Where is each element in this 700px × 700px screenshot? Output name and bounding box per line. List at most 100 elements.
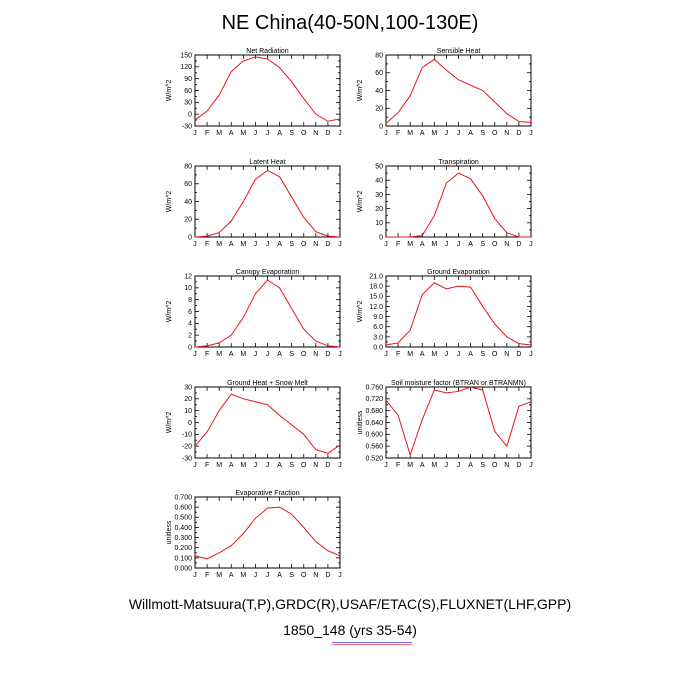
x-tick-label: S — [289, 572, 294, 579]
x-tick-label: M — [431, 462, 437, 469]
y-tick-label: 12.0 — [369, 304, 383, 311]
x-tick-label: M — [216, 130, 222, 137]
x-tick-label: M — [431, 130, 437, 137]
y-tick-label: 0 — [188, 420, 192, 427]
y-axis-label: W/m^2 — [166, 412, 173, 434]
x-tick-label: J — [445, 241, 449, 248]
x-tick-label: O — [492, 351, 498, 358]
series-line — [194, 169, 341, 238]
x-tick-label: J — [266, 241, 270, 248]
plot-frame — [385, 165, 532, 238]
footer-line-1: Willmott-Matsuura(T,P),GRDC(R),USAF/ETAC… — [128, 596, 572, 612]
x-tick-label: N — [504, 351, 509, 358]
plot-frame — [194, 496, 341, 569]
y-tick-label: 20 — [375, 106, 383, 113]
x-tick-label: S — [480, 351, 485, 358]
x-tick-label: J — [193, 572, 197, 579]
y-tick-label: 15.0 — [369, 294, 383, 301]
x-tick-label: M — [407, 130, 413, 137]
y-tick-label: 0.500 — [174, 515, 192, 522]
y-tick-label: 20 — [184, 396, 192, 403]
y-tick-label: 30 — [184, 384, 192, 391]
y-axis-label: W/m^2 — [166, 191, 173, 213]
panel-title: Canopy Evaporation — [236, 269, 300, 276]
x-tick-label: A — [277, 241, 282, 248]
x-tick-label: J — [254, 572, 258, 579]
y-tick-label: 10 — [184, 285, 192, 292]
chart-panel: Ground Heat + Snow Melt W/m^2 -30 -20 -10 0 10… — [166, 380, 342, 469]
y-axis-label: unitless — [166, 520, 173, 544]
x-tick-label: M — [240, 130, 246, 137]
y-tick-label: 0.000 — [174, 565, 192, 572]
x-tick-label: D — [325, 130, 330, 137]
y-axis-label: W/m^2 — [357, 191, 364, 213]
x-tick-label: J — [384, 351, 388, 358]
x-tick-label: F — [396, 241, 400, 248]
x-tick-label: A — [420, 130, 425, 137]
x-tick-label: M — [216, 351, 222, 358]
y-tick-label: 20 — [375, 206, 383, 213]
y-tick-label: 120 — [180, 64, 192, 71]
x-tick-label: A — [420, 241, 425, 248]
y-tick-label: 3.0 — [373, 334, 383, 341]
x-tick-label: J — [193, 241, 197, 248]
x-tick-label: N — [313, 351, 318, 358]
x-tick-label: A — [229, 572, 234, 579]
y-tick-label: 0.700 — [174, 494, 192, 501]
x-tick-label: N — [313, 130, 318, 137]
y-tick-label: -10 — [182, 432, 192, 439]
plot-frame — [194, 165, 341, 238]
x-tick-label: O — [301, 572, 307, 579]
y-tick-label: 0 — [379, 234, 383, 241]
y-tick-label: 40 — [375, 178, 383, 185]
x-tick-label: J — [254, 241, 258, 248]
panel-title: Ground Evaporation — [427, 269, 490, 276]
x-tick-label: M — [431, 351, 437, 358]
panel-title: Transpiration — [438, 159, 479, 166]
y-tick-label: 0.680 — [365, 408, 383, 415]
y-tick-label: 2 — [188, 333, 192, 340]
y-tick-label: 80 — [184, 163, 192, 170]
x-tick-label: J — [529, 351, 533, 358]
x-tick-label: A — [229, 351, 234, 358]
panel-title: Latent Heat — [249, 159, 285, 166]
x-tick-label: D — [325, 351, 330, 358]
footer-line-2: 1850_148 (yrs 35-54) — [283, 622, 417, 638]
y-tick-label: 0.200 — [174, 545, 192, 552]
x-tick-label: M — [216, 241, 222, 248]
plot-frame — [194, 275, 341, 348]
y-tick-label: 9.0 — [373, 314, 383, 321]
y-tick-label: 12 — [184, 273, 192, 280]
y-tick-label: 10 — [184, 408, 192, 415]
x-tick-label: F — [396, 130, 400, 137]
plot-frame — [194, 386, 341, 459]
x-tick-label: M — [240, 241, 246, 248]
x-tick-label: A — [468, 241, 473, 248]
x-tick-label: S — [480, 130, 485, 137]
series-line — [194, 56, 341, 122]
x-tick-label: F — [205, 130, 209, 137]
y-tick-label: 6.0 — [373, 324, 383, 331]
y-tick-label: 0.600 — [174, 505, 192, 512]
x-tick-label: J — [338, 241, 342, 248]
x-tick-label: O — [301, 462, 307, 469]
x-tick-label: J — [457, 130, 461, 137]
y-tick-label: 4 — [188, 321, 192, 328]
footer-underline-blue — [332, 642, 412, 643]
y-tick-label: 40 — [375, 88, 383, 95]
series-line — [194, 393, 341, 454]
x-tick-label: A — [468, 462, 473, 469]
x-tick-label: J — [384, 462, 388, 469]
y-tick-label: 50 — [375, 163, 383, 170]
x-tick-label: D — [516, 130, 521, 137]
y-tick-label: 40 — [184, 199, 192, 206]
y-tick-label: -30 — [182, 123, 192, 130]
figure-title: NE China(40-50N,100-130E) — [221, 12, 479, 34]
y-tick-label: 0.640 — [365, 420, 383, 427]
y-tick-label: 18.0 — [369, 284, 383, 291]
footer-underline-red — [332, 644, 412, 645]
